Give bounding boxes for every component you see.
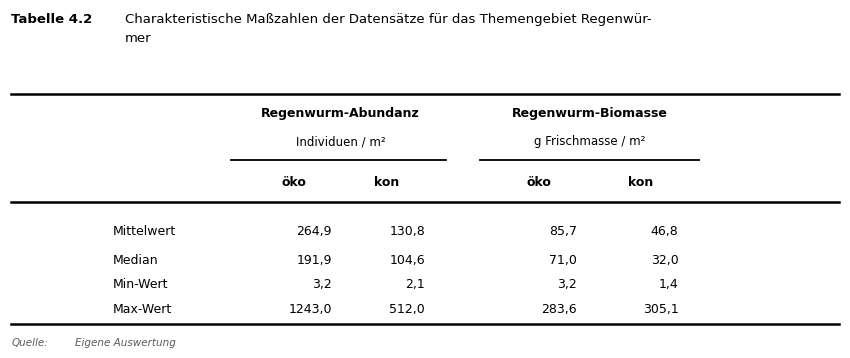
Text: 3,2: 3,2 <box>558 278 577 291</box>
Text: 46,8: 46,8 <box>650 226 678 238</box>
Text: Regenwurm-Biomasse: Regenwurm-Biomasse <box>512 107 667 120</box>
Text: 2,1: 2,1 <box>405 278 425 291</box>
Text: kon: kon <box>627 176 653 189</box>
Text: öko: öko <box>281 176 307 189</box>
Text: 1243,0: 1243,0 <box>289 303 332 316</box>
Text: öko: öko <box>526 176 552 189</box>
Text: Individuen / m²: Individuen / m² <box>296 135 385 149</box>
Text: 264,9: 264,9 <box>297 226 332 238</box>
Text: Quelle:: Quelle: <box>11 338 48 348</box>
Text: 71,0: 71,0 <box>549 253 577 267</box>
Text: Min-Wert: Min-Wert <box>112 278 168 291</box>
Text: g Frischmasse / m²: g Frischmasse / m² <box>534 135 645 149</box>
Text: 1,4: 1,4 <box>659 278 678 291</box>
Text: 512,0: 512,0 <box>389 303 425 316</box>
Text: 85,7: 85,7 <box>549 226 577 238</box>
Text: Regenwurm-Abundanz: Regenwurm-Abundanz <box>261 107 420 120</box>
Text: Eigene Auswertung: Eigene Auswertung <box>75 338 175 348</box>
Text: 104,6: 104,6 <box>389 253 425 267</box>
Text: Charakteristische Maßzahlen der Datensätze für das Themengebiet Regenwür-
mer: Charakteristische Maßzahlen der Datensät… <box>125 13 652 45</box>
Text: Median: Median <box>112 253 158 267</box>
Text: Tabelle 4.2: Tabelle 4.2 <box>11 13 93 26</box>
Text: 305,1: 305,1 <box>643 303 678 316</box>
Text: 191,9: 191,9 <box>297 253 332 267</box>
Text: 130,8: 130,8 <box>389 226 425 238</box>
Text: 32,0: 32,0 <box>650 253 678 267</box>
Text: kon: kon <box>374 176 400 189</box>
Text: 3,2: 3,2 <box>312 278 332 291</box>
Text: Max-Wert: Max-Wert <box>112 303 172 316</box>
Text: 283,6: 283,6 <box>541 303 577 316</box>
Text: Mittelwert: Mittelwert <box>112 226 176 238</box>
